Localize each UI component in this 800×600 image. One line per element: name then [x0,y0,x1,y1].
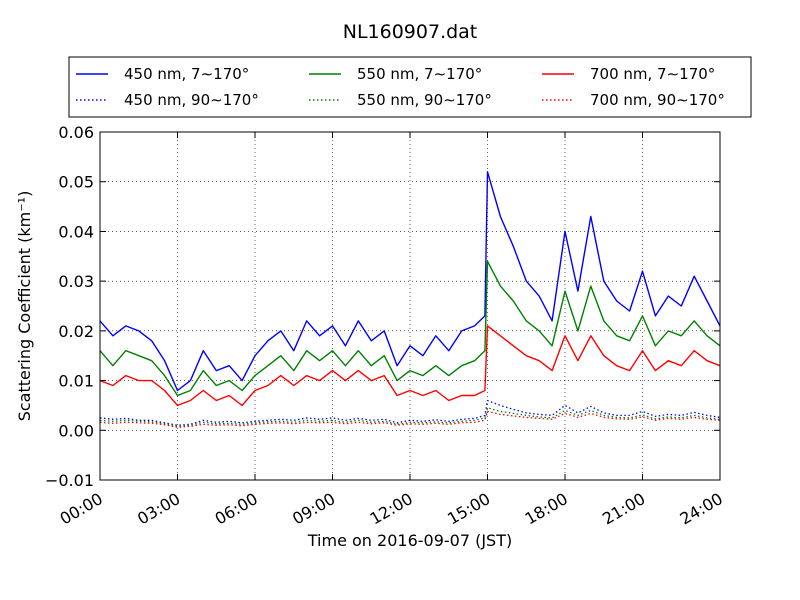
legend-entry: 450 nm, 90∼170° [124,91,259,109]
series-layer [99,171,721,428]
chart-title: NL160907.dat [343,21,478,43]
grid [100,132,720,480]
legend-entry: 550 nm, 90∼170° [357,91,492,109]
legend: 450 nm, 7∼170° 550 nm, 7∼170° 700 nm, 7∼17… [76,65,725,109]
legend-entry: 700 nm, 90∼170° [590,91,725,109]
series-line-550-nm-7-170 [99,260,721,397]
y-tick-label: 0.03 [58,272,94,291]
legend-entry: 700 nm, 7∼170° [590,65,715,83]
y-tick-label: −0.01 [45,471,94,490]
series-line-450-nm-7-170 [99,171,721,392]
y-tick-label: 0.02 [58,322,94,341]
plot-frame [99,131,721,481]
y-axis-label: Scattering Coefficient (km⁻¹) [15,191,34,422]
legend-entry: 450 nm, 7∼170° [124,65,249,83]
y-tick-label: 0.04 [58,222,94,241]
y-tick-label: 0.05 [58,173,94,192]
legend-box [68,56,752,118]
x-axis-label: Time on 2016-09-07 (JST) [307,531,512,550]
y-tick-label: 0.06 [58,123,94,142]
y-tick-label: 0.00 [58,421,94,440]
legend-entry: 550 nm, 7∼170° [357,65,482,83]
y-tick-label: 0.01 [58,372,94,391]
series-line-700-nm-7-170 [99,325,721,407]
